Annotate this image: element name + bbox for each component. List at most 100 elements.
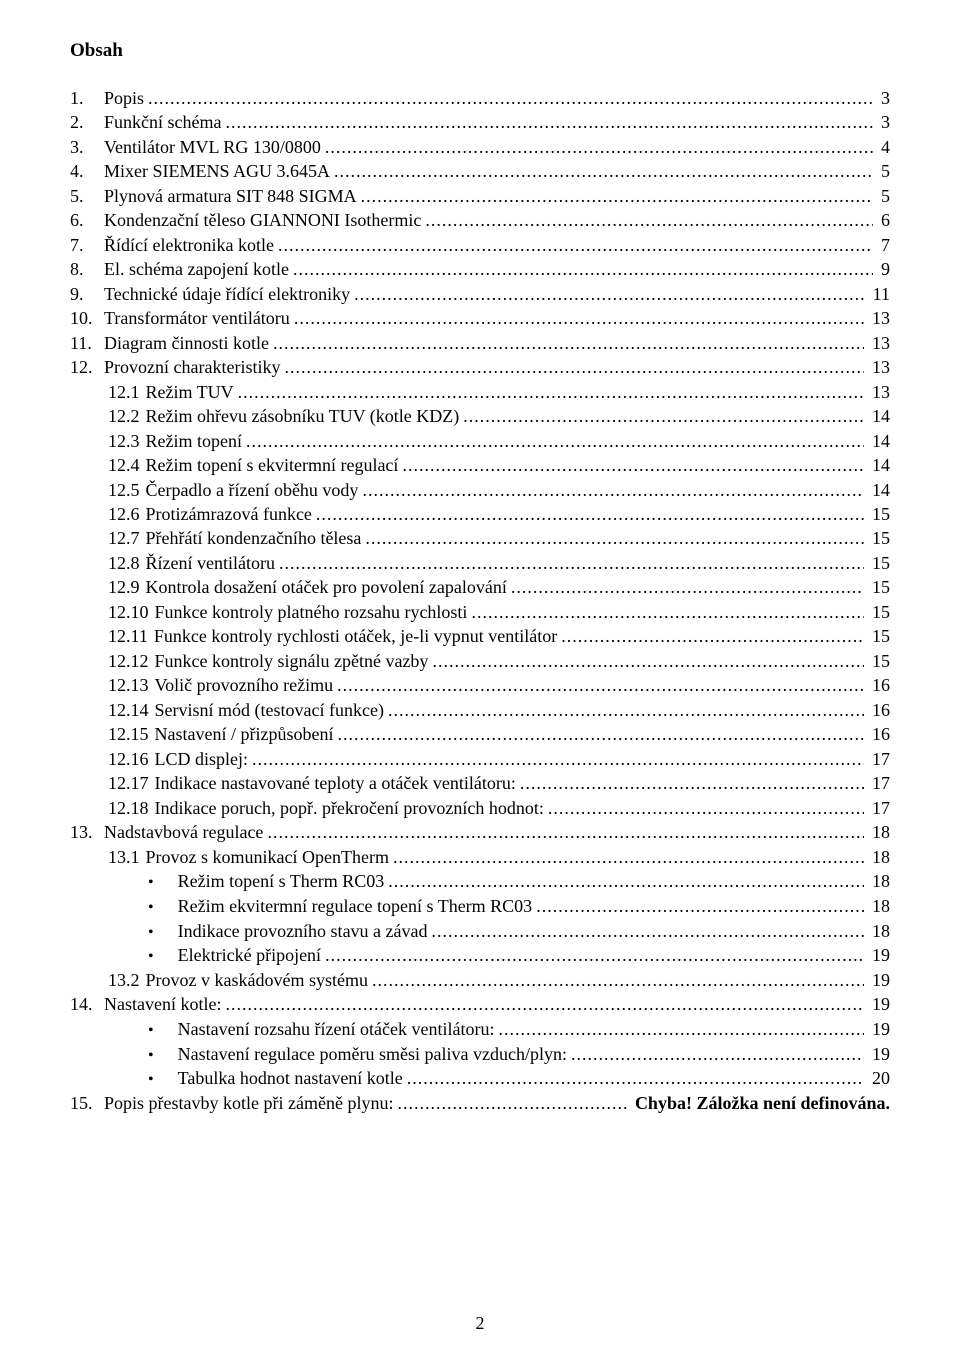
toc-entry: 13.2Provoz v kaskádovém systému19	[70, 968, 890, 992]
bullet-icon: •	[148, 1045, 172, 1067]
toc-number: 13.2	[108, 968, 140, 992]
toc-page: 20	[868, 1066, 890, 1090]
toc-page: 16	[868, 698, 890, 722]
toc-page: 9	[877, 257, 890, 281]
toc-label: Režim topení s Therm RC03	[172, 869, 385, 893]
toc-entry: 9.Technické údaje řídící elektroniky11	[70, 282, 890, 306]
toc-page: 14	[868, 429, 890, 453]
dot-leader	[402, 453, 864, 477]
toc-number: 3.	[70, 135, 98, 159]
dot-leader	[407, 1066, 864, 1090]
toc-page: 3	[877, 86, 890, 110]
toc-entry: 4.Mixer SIEMENS AGU 3.645A5	[70, 159, 890, 183]
toc-entry: 3.Ventilátor MVL RG 130/08004	[70, 135, 890, 159]
toc-entry: 12.9Kontrola dosažení otáček pro povolen…	[70, 575, 890, 599]
toc-page: 18	[868, 894, 890, 918]
dot-leader	[520, 771, 864, 795]
toc-label: Režim topení s ekvitermní regulací	[140, 453, 399, 477]
toc-page: 17	[868, 796, 890, 820]
toc-entry: 2.Funkční schéma3	[70, 110, 890, 134]
dot-leader	[425, 208, 873, 232]
toc-number: 13.1	[108, 845, 140, 869]
toc-entry: •Režim ekvitermní regulace topení s Ther…	[70, 894, 890, 919]
toc-page: 14	[868, 478, 890, 502]
toc-page: 19	[868, 1042, 890, 1066]
toc-label: Nastavení / přizpůsobení	[149, 722, 334, 746]
dot-leader	[246, 429, 864, 453]
toc-number: 12.3	[108, 429, 140, 453]
toc-label: Mixer SIEMENS AGU 3.645A	[98, 159, 330, 183]
toc-entry: •Nastavení regulace poměru směsi paliva …	[70, 1042, 890, 1067]
toc-label: Přehřátí kondenzačního tělesa	[140, 526, 362, 550]
toc-page: 16	[868, 722, 890, 746]
toc-page: 7	[877, 233, 890, 257]
dot-leader	[393, 845, 864, 869]
dot-leader	[334, 159, 873, 183]
toc-entry: 11.Diagram činnosti kotle 13	[70, 331, 890, 355]
dot-leader	[278, 233, 873, 257]
toc-label: Provoz s komunikací OpenTherm	[140, 845, 389, 869]
dot-leader	[361, 184, 873, 208]
toc-entry: 12.5Čerpadlo a řízení oběhu vody14	[70, 478, 890, 502]
dot-leader	[316, 502, 864, 526]
toc-label: Servisní mód (testovací funkce)	[149, 698, 384, 722]
toc-number: 9.	[70, 282, 98, 306]
dot-leader	[388, 869, 864, 893]
toc-number: 11.	[70, 331, 98, 355]
toc-number: 12.14	[108, 698, 149, 722]
toc-label: Indikace poruch, popř. překročení provoz…	[149, 796, 544, 820]
toc-number: 8.	[70, 257, 98, 281]
dot-leader	[148, 86, 873, 110]
bullet-icon: •	[148, 872, 172, 894]
toc-number: 12.17	[108, 771, 149, 795]
toc-number: 1.	[70, 86, 98, 110]
toc-entry: 8.El. schéma zapojení kotle9	[70, 257, 890, 281]
bullet-icon: •	[148, 922, 172, 944]
toc-label: Řízení ventilátoru	[140, 551, 275, 575]
dot-leader	[293, 257, 873, 281]
toc-entry: •Indikace provozního stavu a závad18	[70, 919, 890, 944]
dot-leader	[365, 526, 864, 550]
toc-label: Nadstavbová regulace	[98, 820, 263, 844]
toc-label: Čerpadlo a řízení oběhu vody	[140, 478, 359, 502]
toc-label: Popis	[98, 86, 144, 110]
toc-number: 14.	[70, 992, 98, 1016]
toc-entry: 12.6Protizámrazová funkce15	[70, 502, 890, 526]
toc-number: 12.10	[108, 600, 149, 624]
toc-number: 12.4	[108, 453, 140, 477]
dot-leader	[432, 649, 864, 673]
toc-number: 10.	[70, 306, 98, 330]
toc-number: 5.	[70, 184, 98, 208]
toc-page: 19	[868, 968, 890, 992]
dot-leader	[325, 135, 873, 159]
toc-number: 12.18	[108, 796, 149, 820]
toc-number: 13.	[70, 820, 98, 844]
toc-page: 6	[877, 208, 890, 232]
toc-page: 13	[868, 331, 890, 355]
toc-number: 12.8	[108, 551, 140, 575]
toc-number: 12.6	[108, 502, 140, 526]
toc-entry: 1.Popis 3	[70, 86, 890, 110]
toc-page: 15	[868, 526, 890, 550]
toc-entry: 12.10Funkce kontroly platného rozsahu ry…	[70, 600, 890, 624]
toc-entry: 12.15Nastavení / přizpůsobení16	[70, 722, 890, 746]
toc-label: Volič provozního režimu	[149, 673, 334, 697]
dot-leader	[225, 992, 864, 1016]
toc-number: 7.	[70, 233, 98, 257]
toc-entry: 12.11Funkce kontroly rychlosti otáček, j…	[70, 624, 890, 648]
toc-entry: 12.13Volič provozního režimu16	[70, 673, 890, 697]
bullet-icon: •	[148, 1020, 172, 1042]
dot-leader	[388, 698, 864, 722]
dot-leader	[511, 575, 864, 599]
toc-label: Režim ohřevu zásobníku TUV (kotle KDZ)	[140, 404, 460, 428]
dot-leader	[284, 355, 864, 379]
toc-label: Protizámrazová funkce	[140, 502, 312, 526]
dot-leader	[372, 968, 864, 992]
toc-label: Indikace provozního stavu a závad	[172, 919, 428, 943]
toc-page: 11	[869, 282, 890, 306]
toc-label: Funkce kontroly rychlosti otáček, je-li …	[148, 624, 557, 648]
toc-entry: 12.18Indikace poruch, popř. překročení p…	[70, 796, 890, 820]
page-number: 2	[0, 1313, 960, 1334]
toc-list: 1.Popis 32.Funkční schéma33.Ventilátor MV…	[70, 86, 890, 1116]
toc-label: Diagram činnosti kotle	[98, 331, 269, 355]
